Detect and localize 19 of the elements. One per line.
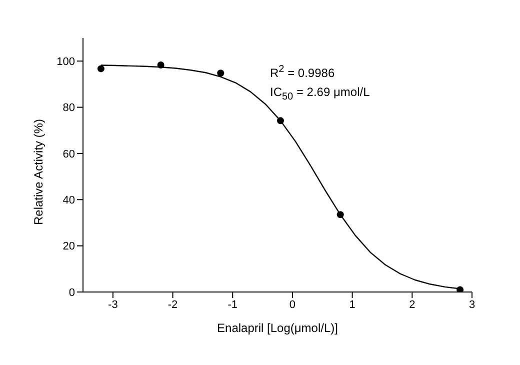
y-tick-label: 20 — [62, 240, 75, 253]
x-tick-label: 3 — [468, 298, 476, 311]
x-tick-label: -2 — [168, 298, 178, 311]
point — [456, 286, 464, 292]
x-tick-label: 2 — [409, 298, 416, 311]
fit-annotation: R$^{2}$ = 0.9986 IC$_{50}$ = 2.69 μmol/L — [270, 63, 370, 104]
x-tick-label: 0 — [289, 298, 296, 311]
y-tick-label: 40 — [62, 194, 75, 207]
x-tick-label: -1 — [228, 298, 238, 311]
x-tick-label: 1 — [349, 298, 356, 311]
y-axis-title: Relative Activity (%) — [31, 118, 46, 225]
x-axis-title: Enalapril [Log(μmol/L)] — [217, 321, 338, 335]
y-tick-label: 100 — [56, 56, 75, 68]
y-tick-label: 80 — [62, 102, 75, 114]
y-tick-label: 60 — [62, 148, 75, 160]
y-tick-label: 0 — [68, 286, 75, 299]
x-tick-label: -3 — [108, 298, 118, 311]
point — [217, 70, 224, 77]
point — [97, 65, 104, 72]
